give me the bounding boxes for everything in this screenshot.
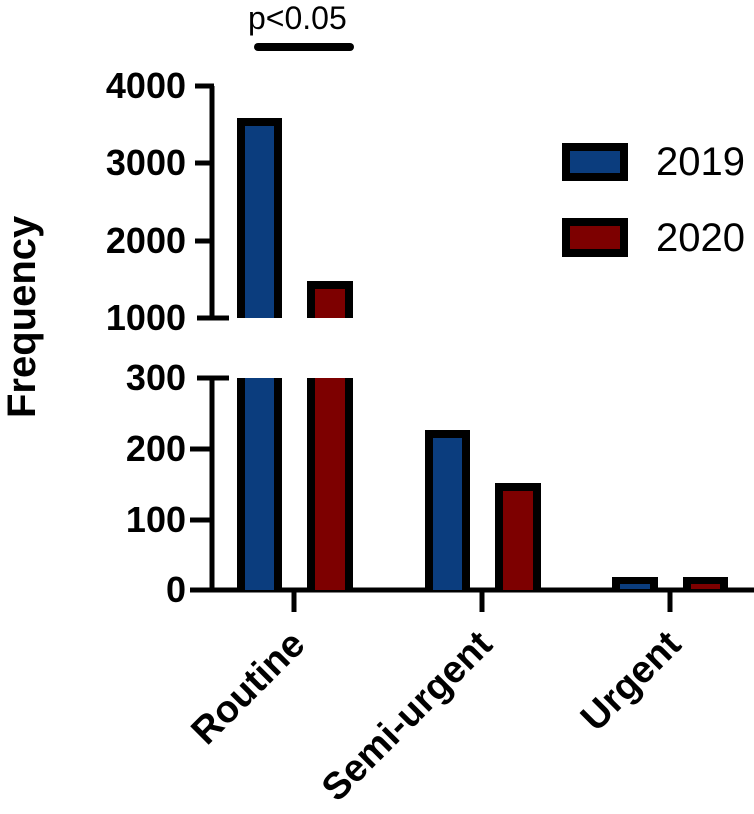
significance-label: p<0.05 (248, 0, 347, 36)
y-tick-0: 0 (165, 569, 186, 610)
legend-label-2019: 2019 (656, 140, 745, 184)
y-tick-300: 300 (125, 357, 186, 398)
bar-urgent-2019 (612, 577, 658, 590)
y-tick-200: 200 (125, 428, 186, 469)
y-tick-4000: 4000 (105, 65, 186, 106)
y-tick-3000: 3000 (105, 142, 186, 183)
bar-semi-urgent-2019 (425, 430, 470, 590)
y-tick-2000: 2000 (105, 220, 186, 261)
legend-swatch-2019 (562, 143, 628, 181)
y-tick-100: 100 (125, 499, 186, 540)
y-axis-title: Frequency (0, 215, 44, 418)
bar-urgent-2020 (683, 577, 728, 590)
bar-routine-2019 (237, 118, 282, 590)
legend-label-2020: 2020 (656, 216, 745, 260)
bar-semi-urgent-2020 (495, 483, 541, 590)
bar-routine-2020 (307, 281, 353, 590)
legend-swatch-2020 (562, 218, 628, 257)
y-tick-1000: 1000 (105, 297, 186, 338)
